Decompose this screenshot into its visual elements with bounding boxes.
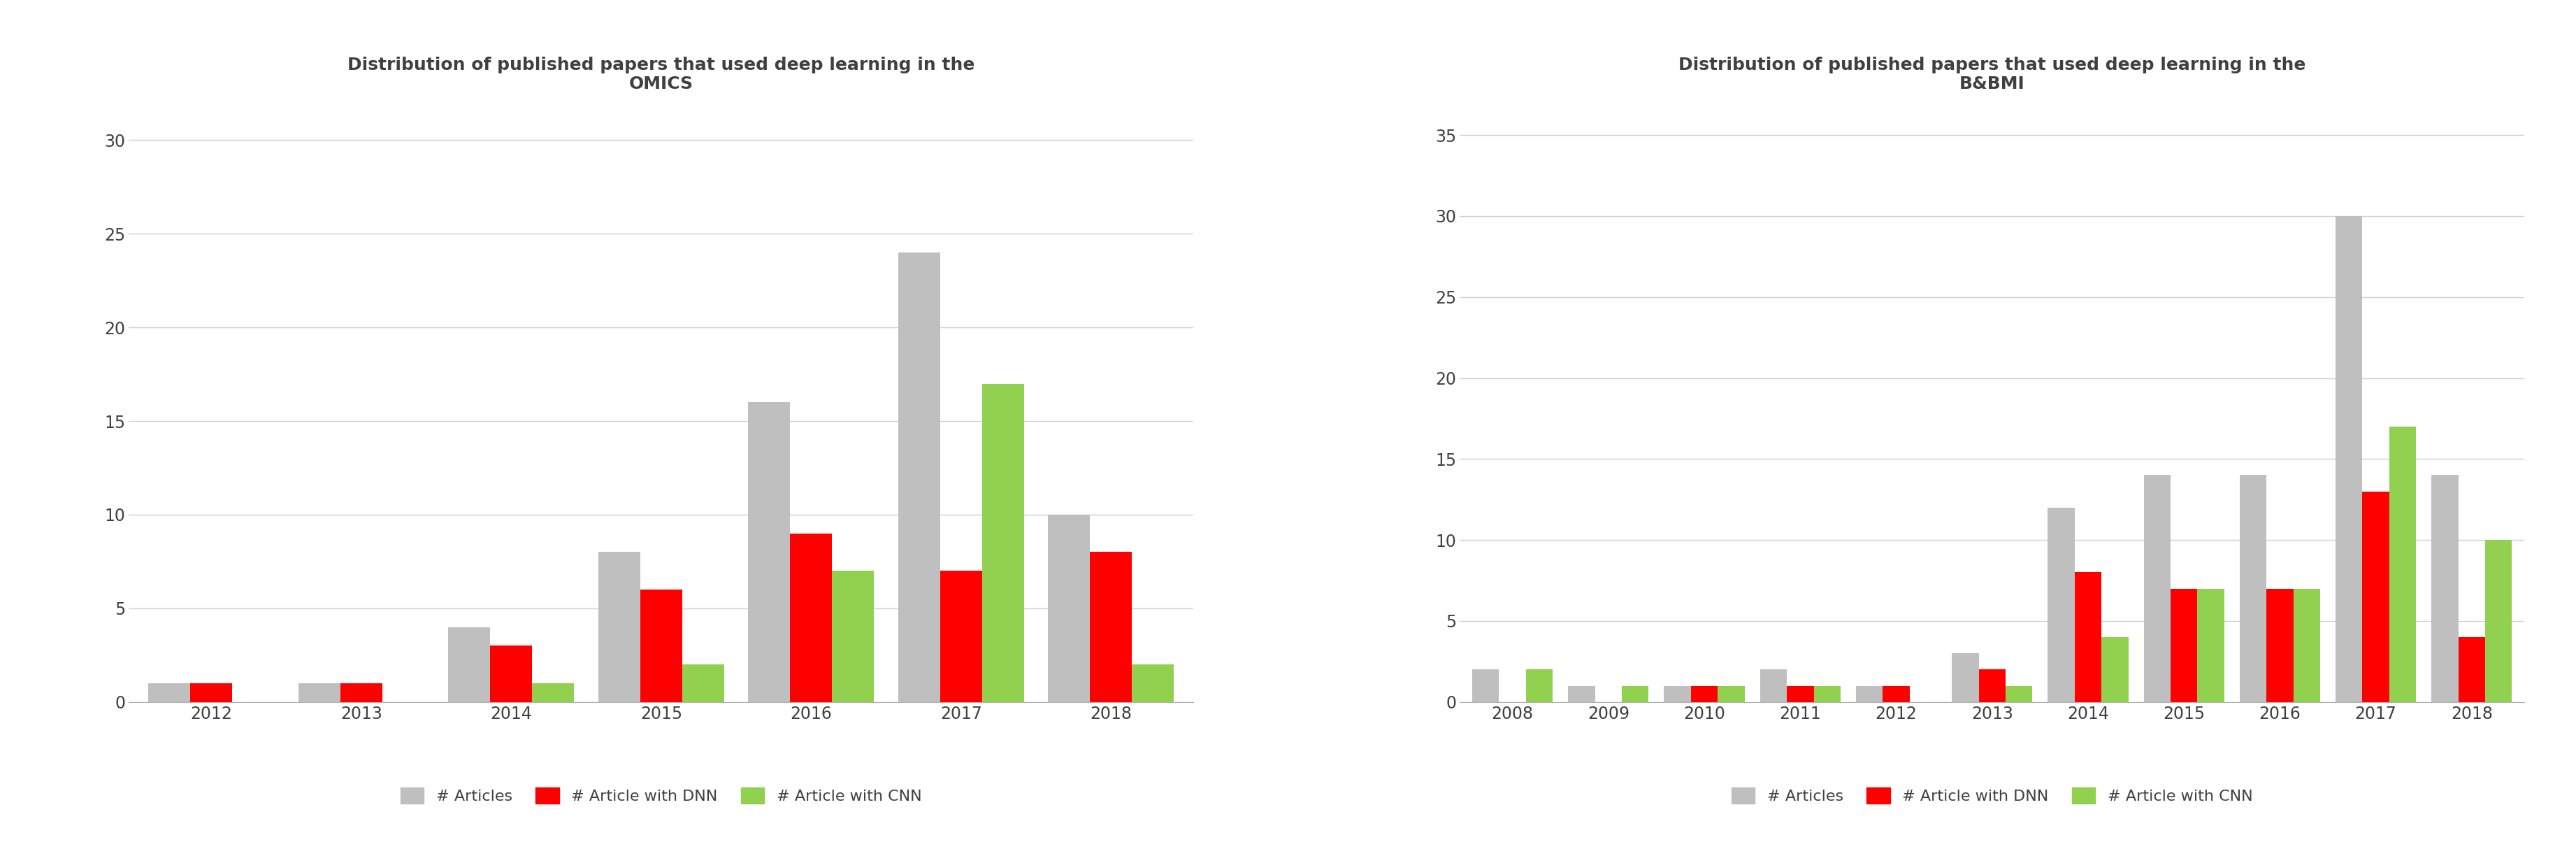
Bar bbox=[2239, 475, 2267, 702]
Bar bbox=[1664, 686, 1690, 702]
Bar bbox=[747, 402, 791, 702]
Bar bbox=[981, 383, 1025, 702]
Bar bbox=[1131, 664, 1175, 702]
Bar bbox=[2172, 589, 2197, 702]
Bar bbox=[1525, 669, 1553, 702]
Bar bbox=[1855, 686, 1883, 702]
Bar bbox=[1978, 669, 2007, 702]
Bar bbox=[2336, 216, 2362, 702]
Bar bbox=[1090, 552, 1131, 702]
Bar bbox=[598, 552, 641, 702]
Bar bbox=[940, 571, 981, 702]
Bar bbox=[340, 683, 381, 702]
Bar bbox=[2388, 426, 2416, 702]
Bar bbox=[1759, 669, 1788, 702]
Bar bbox=[489, 645, 533, 702]
Bar bbox=[1473, 669, 1499, 702]
Bar bbox=[2432, 475, 2458, 702]
Bar bbox=[191, 683, 232, 702]
Bar bbox=[2458, 637, 2486, 702]
Bar bbox=[1048, 514, 1090, 702]
Bar bbox=[1814, 686, 1839, 702]
Legend: # Articles, # Article with DNN, # Article with CNN: # Articles, # Article with DNN, # Articl… bbox=[394, 782, 927, 810]
Bar bbox=[2007, 686, 2032, 702]
Bar bbox=[2197, 589, 2223, 702]
Legend: # Articles, # Article with DNN, # Article with CNN: # Articles, # Article with DNN, # Articl… bbox=[1726, 782, 2259, 810]
Bar bbox=[1690, 686, 1718, 702]
Bar bbox=[299, 683, 340, 702]
Bar bbox=[2267, 589, 2293, 702]
Bar bbox=[2102, 637, 2128, 702]
Bar bbox=[1569, 686, 1595, 702]
Bar bbox=[899, 253, 940, 702]
Bar bbox=[2486, 540, 2512, 702]
Bar bbox=[1623, 686, 1649, 702]
Bar bbox=[791, 533, 832, 702]
Bar bbox=[1883, 686, 1909, 702]
Bar bbox=[683, 664, 724, 702]
Bar bbox=[149, 683, 191, 702]
Bar bbox=[641, 590, 683, 702]
Bar bbox=[1718, 686, 1744, 702]
Bar bbox=[2048, 508, 2074, 702]
Bar bbox=[2074, 573, 2102, 702]
Bar bbox=[2362, 491, 2388, 702]
Bar bbox=[533, 683, 574, 702]
Bar bbox=[2293, 589, 2321, 702]
Bar bbox=[1953, 653, 1978, 702]
Bar bbox=[1788, 686, 1814, 702]
Title: Distribution of published papers that used deep learning in the
B&BMI: Distribution of published papers that us… bbox=[1680, 56, 2306, 92]
Bar bbox=[832, 571, 873, 702]
Bar bbox=[448, 627, 489, 702]
Title: Distribution of published papers that used deep learning in the
OMICS: Distribution of published papers that us… bbox=[348, 56, 974, 92]
Bar bbox=[2143, 475, 2172, 702]
